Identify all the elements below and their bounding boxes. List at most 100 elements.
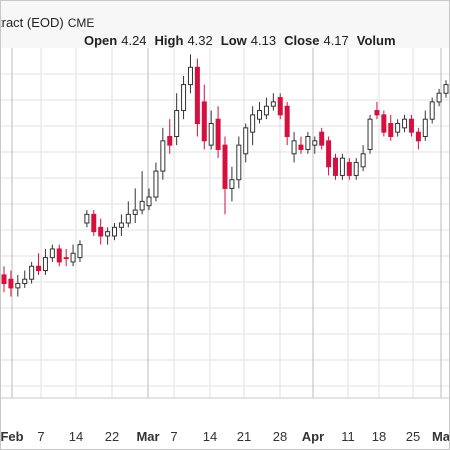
x-tick-label-8: 28 bbox=[273, 429, 287, 444]
candle-body bbox=[270, 101, 276, 107]
candle-body bbox=[374, 110, 380, 116]
candle-60 bbox=[415, 127, 421, 150]
candle-38 bbox=[263, 97, 269, 120]
candle-body bbox=[153, 170, 159, 198]
candle-57 bbox=[395, 119, 401, 137]
candle-52 bbox=[360, 145, 366, 172]
candle-61 bbox=[422, 110, 428, 141]
x-tick-label-0: Feb bbox=[0, 429, 23, 444]
candle-54 bbox=[374, 101, 380, 120]
candle-53 bbox=[367, 114, 373, 154]
candle-body bbox=[42, 257, 48, 272]
candle-body bbox=[422, 118, 428, 137]
candle-36 bbox=[250, 106, 256, 146]
candle-41 bbox=[284, 101, 290, 146]
candle-10 bbox=[70, 244, 76, 267]
candle-47 bbox=[326, 136, 332, 176]
candle-body bbox=[160, 140, 166, 172]
candle-20 bbox=[139, 171, 145, 215]
candle-body bbox=[132, 209, 138, 215]
candle-body bbox=[402, 118, 408, 129]
candle-37 bbox=[257, 101, 263, 124]
candle-43 bbox=[298, 136, 304, 154]
candle-1 bbox=[8, 270, 14, 297]
candle-6 bbox=[42, 248, 48, 275]
candle-body bbox=[339, 157, 345, 176]
x-tick-label-7: 21 bbox=[237, 429, 251, 444]
x-tick-label-3: 22 bbox=[105, 429, 119, 444]
grid-lines bbox=[0, 48, 450, 398]
x-tick-label-2: 14 bbox=[69, 429, 83, 444]
candle-body bbox=[388, 123, 394, 138]
candle-body bbox=[146, 196, 152, 207]
candle-body bbox=[105, 231, 111, 237]
candle-body bbox=[326, 140, 332, 168]
candle-body bbox=[346, 161, 352, 176]
candle-19 bbox=[132, 188, 138, 223]
candle-body bbox=[215, 118, 221, 150]
candle-body bbox=[408, 118, 414, 133]
candle-body bbox=[56, 248, 62, 263]
candle-body bbox=[429, 101, 435, 120]
candle-body bbox=[243, 127, 249, 155]
candle-11 bbox=[77, 240, 83, 262]
candle-body bbox=[181, 84, 187, 112]
candle-63 bbox=[436, 88, 442, 107]
candle-body bbox=[112, 226, 117, 237]
candle-body bbox=[22, 278, 28, 285]
candle-body bbox=[436, 92, 442, 103]
candle-body bbox=[49, 248, 55, 259]
candle-body bbox=[36, 265, 42, 272]
candle-body bbox=[208, 123, 214, 146]
candle-27 bbox=[187, 54, 193, 94]
candle-body bbox=[174, 110, 180, 138]
candle-59 bbox=[408, 114, 414, 137]
header-panel bbox=[0, 0, 450, 48]
candle-13 bbox=[91, 210, 97, 236]
x-axis-ticks: Feb 7 14 22 Mar 7 14 21 28 Apr 11 18 25 Ma bbox=[0, 429, 450, 444]
candle-30 bbox=[208, 110, 214, 150]
candle-body bbox=[98, 226, 104, 237]
x-tick-label-13: Ma bbox=[432, 429, 450, 444]
x-tick-label-4: Mar bbox=[136, 429, 159, 444]
candle-39 bbox=[270, 93, 276, 111]
candle-49 bbox=[339, 153, 345, 180]
candle-48 bbox=[333, 153, 338, 180]
candle-body bbox=[84, 213, 90, 224]
candle-body bbox=[139, 200, 145, 211]
candle-31 bbox=[215, 106, 221, 159]
candle-body bbox=[201, 101, 207, 142]
candle-body bbox=[70, 252, 76, 263]
candle-12 bbox=[84, 210, 90, 228]
candle-23 bbox=[160, 127, 166, 180]
candle-17 bbox=[118, 214, 124, 236]
x-tick-label-9: Apr bbox=[302, 429, 324, 444]
candle-body bbox=[298, 144, 304, 150]
candle-45 bbox=[312, 136, 318, 154]
candle-4 bbox=[29, 261, 35, 284]
candle-body bbox=[29, 265, 35, 280]
candle-3 bbox=[22, 270, 28, 288]
candle-body bbox=[229, 179, 235, 189]
candle-body bbox=[91, 213, 97, 233]
candle-body bbox=[305, 136, 311, 150]
candle-21 bbox=[146, 188, 152, 211]
candle-body bbox=[77, 244, 83, 259]
candle-16 bbox=[112, 223, 117, 241]
candle-7 bbox=[49, 244, 55, 262]
candle-26 bbox=[181, 75, 187, 120]
candle-body bbox=[381, 114, 387, 133]
x-tick-label-10: 11 bbox=[341, 429, 355, 444]
candle-44 bbox=[305, 132, 311, 154]
candle-body bbox=[263, 105, 269, 116]
candle-51 bbox=[353, 158, 359, 180]
candle-42 bbox=[291, 132, 297, 163]
candle-25 bbox=[174, 93, 180, 146]
candle-body bbox=[312, 140, 318, 146]
candle-62 bbox=[429, 97, 435, 124]
candle-body bbox=[415, 131, 421, 142]
candle-15 bbox=[105, 227, 111, 245]
candle-18 bbox=[125, 201, 131, 228]
